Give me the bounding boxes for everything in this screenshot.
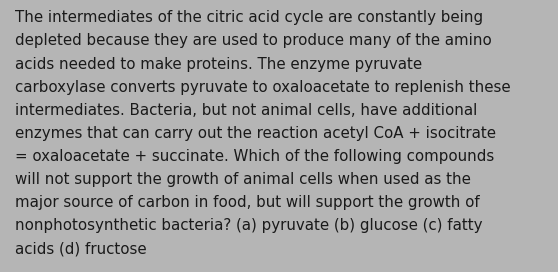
- Text: enzymes that can carry out the reaction acetyl CoA + isocitrate: enzymes that can carry out the reaction …: [15, 126, 496, 141]
- Text: depleted because they are used to produce many of the amino: depleted because they are used to produc…: [15, 33, 492, 48]
- Text: The intermediates of the citric acid cycle are constantly being: The intermediates of the citric acid cyc…: [15, 10, 483, 25]
- Text: major source of carbon in food, but will support the growth of: major source of carbon in food, but will…: [15, 195, 480, 210]
- Text: = oxaloacetate + succinate. Which of the following compounds: = oxaloacetate + succinate. Which of the…: [15, 149, 494, 164]
- Text: acids (d) fructose: acids (d) fructose: [15, 242, 147, 256]
- Text: will not support the growth of animal cells when used as the: will not support the growth of animal ce…: [15, 172, 471, 187]
- Text: acids needed to make proteins. The enzyme pyruvate: acids needed to make proteins. The enzym…: [15, 57, 422, 72]
- Text: intermediates. Bacteria, but not animal cells, have additional: intermediates. Bacteria, but not animal …: [15, 103, 478, 118]
- Text: nonphotosynthetic bacteria? (a) pyruvate (b) glucose (c) fatty: nonphotosynthetic bacteria? (a) pyruvate…: [15, 218, 483, 233]
- Text: carboxylase converts pyruvate to oxaloacetate to replenish these: carboxylase converts pyruvate to oxaloac…: [15, 80, 511, 95]
